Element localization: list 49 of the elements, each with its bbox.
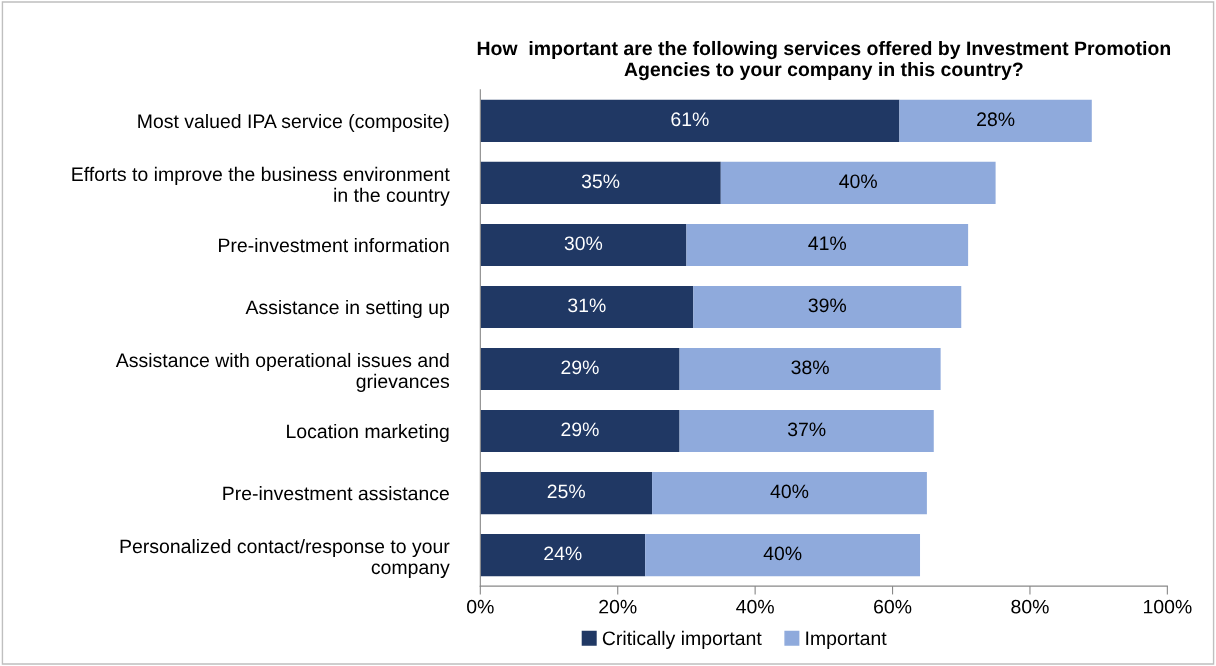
bar: [652, 471, 927, 515]
x-tick-label: 60%: [874, 599, 912, 614]
data-label: 38%: [791, 360, 829, 375]
x-tick-label: 100%: [1143, 599, 1192, 614]
bar: [899, 99, 1092, 143]
bar: [645, 533, 921, 577]
chart-title: How important are the following services offered by Investment Promotion Agencies to your company in this country?: [477, 40, 1171, 81]
data-label: 41%: [808, 236, 847, 251]
bar: [480, 223, 687, 267]
bar: [480, 471, 653, 515]
y-tick-label: Assistance with operational issues and grievances: [115, 352, 450, 392]
y-tick-label: Most valued IPA service (composite): [138, 113, 449, 132]
y-tick-label: Pre-investment information: [219, 237, 449, 253]
x-tick-label: 80%: [1011, 599, 1049, 614]
bar: [679, 347, 941, 391]
bar: [480, 409, 680, 453]
bar: [480, 533, 646, 577]
legend-label: Important: [806, 631, 887, 649]
bar: [480, 285, 694, 329]
y-tick-label: Efforts to improve the business environment in the country: [72, 166, 450, 206]
y-tick-label: Assistance in setting up: [245, 299, 449, 319]
data-label: 24%: [544, 546, 582, 561]
bar: [679, 409, 934, 453]
y-tick-label: Location marketing: [287, 423, 449, 443]
legend-label: Critically important: [602, 630, 762, 649]
bar: [480, 347, 680, 391]
data-label: 40%: [839, 174, 877, 189]
data-label: 40%: [763, 546, 802, 561]
data-label: 61%: [671, 112, 709, 127]
x-tick-label: 0%: [467, 599, 494, 614]
data-label: 39%: [808, 298, 847, 313]
bar: [480, 99, 900, 143]
data-label: 30%: [564, 236, 603, 251]
data-label: 28%: [977, 112, 1015, 127]
y-tick-label: Personalized contact/response to your company: [120, 538, 450, 579]
bar: [686, 223, 969, 267]
data-label: 40%: [770, 484, 809, 499]
data-label: 35%: [581, 174, 620, 189]
x-tick-label: 40%: [736, 599, 774, 614]
data-label: 29%: [561, 422, 599, 437]
x-tick-label: 20%: [599, 599, 637, 614]
data-label: 29%: [561, 360, 599, 375]
data-label: 37%: [787, 422, 826, 437]
y-tick-label: Pre-investment assistance: [223, 486, 449, 501]
bar: [720, 161, 996, 205]
data-label: 31%: [568, 298, 606, 313]
data-label: 25%: [547, 484, 585, 499]
bar: [693, 285, 962, 329]
bar: [480, 161, 721, 205]
